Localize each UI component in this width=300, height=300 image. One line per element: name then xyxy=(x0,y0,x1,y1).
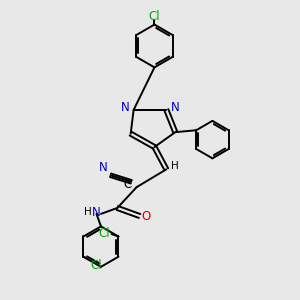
Text: N: N xyxy=(170,101,179,114)
Text: N: N xyxy=(92,206,101,219)
Text: Cl: Cl xyxy=(148,10,160,23)
Text: N: N xyxy=(99,161,108,174)
Text: Cl: Cl xyxy=(90,259,102,272)
Text: H: H xyxy=(84,207,92,218)
Text: N: N xyxy=(121,101,130,114)
Text: O: O xyxy=(142,210,151,223)
Text: Cl: Cl xyxy=(98,227,110,240)
Text: C: C xyxy=(123,178,131,191)
Text: H: H xyxy=(171,161,178,171)
